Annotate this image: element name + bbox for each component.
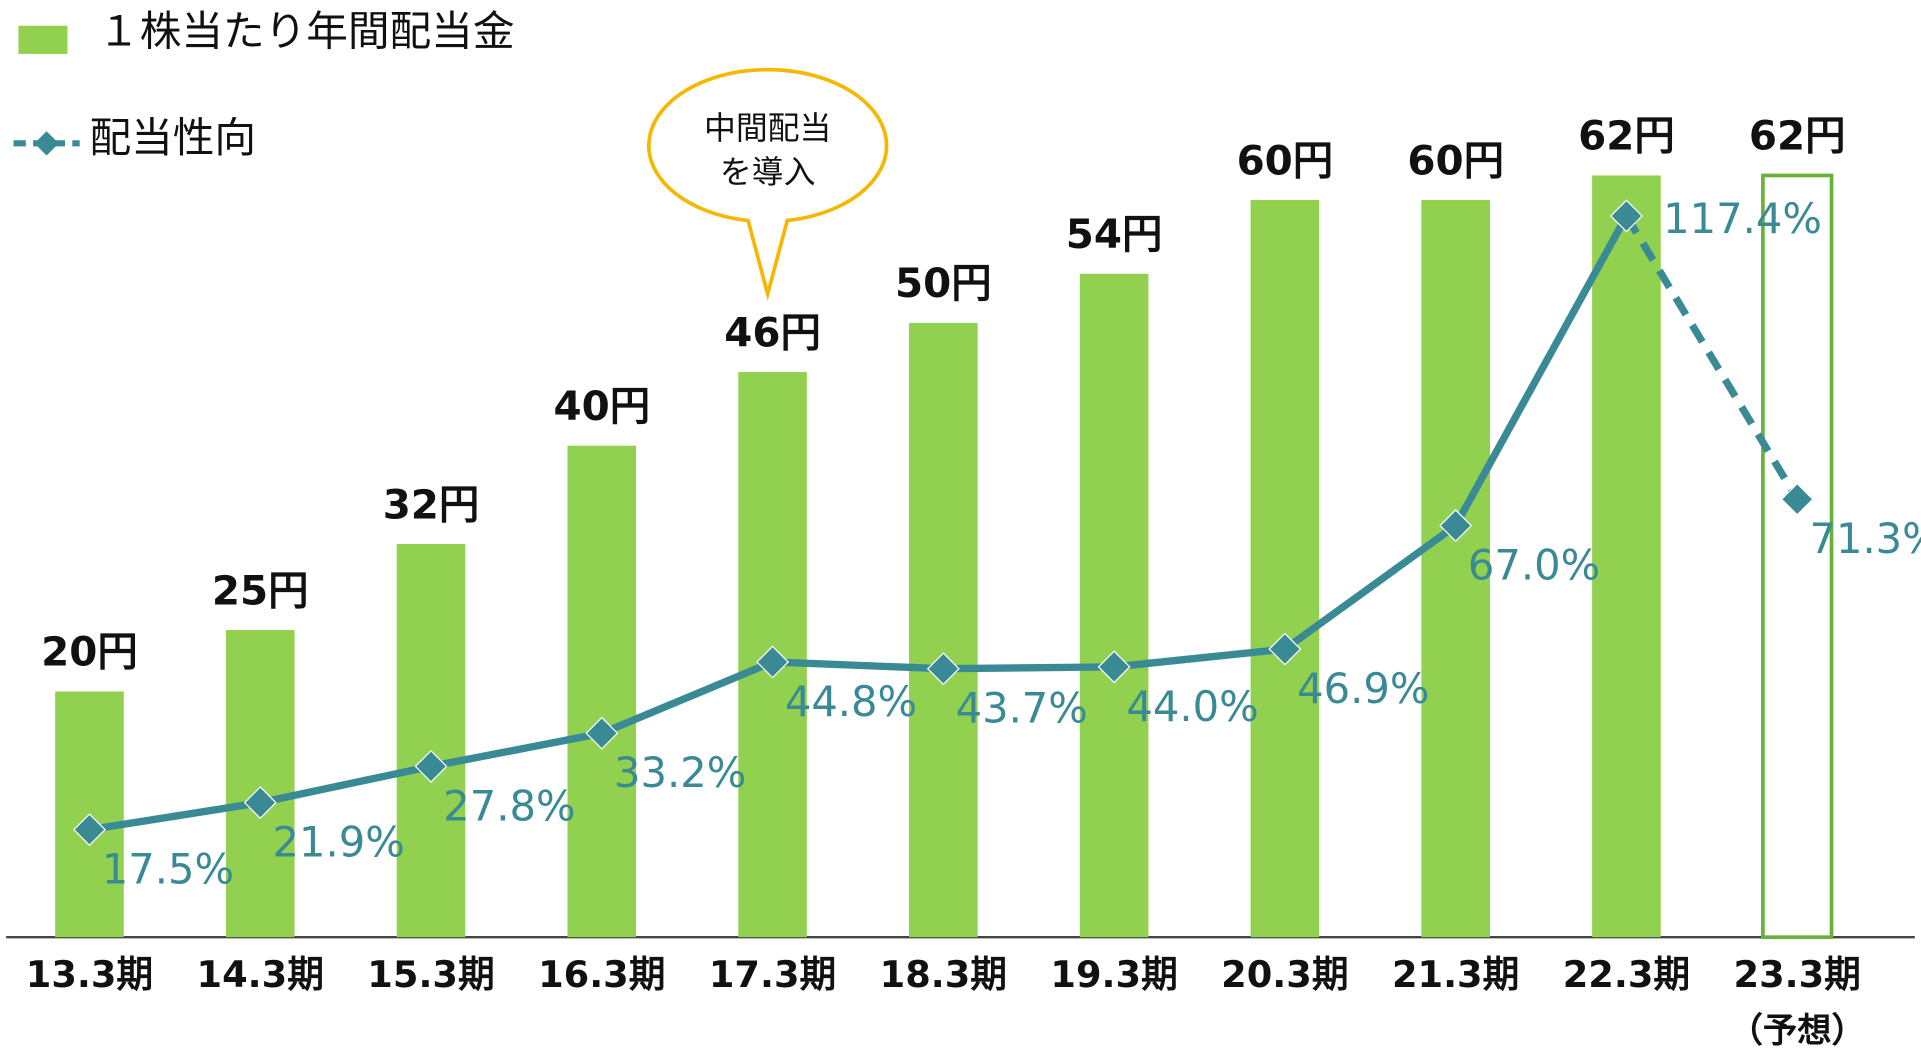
legend-swatch (18, 25, 68, 54)
x-tick-label: 23.3期 (1733, 953, 1860, 996)
bar-value-label: 60円 (1237, 136, 1334, 184)
forecast-line (1623, 214, 1801, 502)
bar (1592, 175, 1661, 938)
bar-value-label: 46円 (724, 308, 821, 356)
line-value-label: 21.9% (273, 818, 405, 867)
bar-value-label: 62円 (1578, 112, 1675, 160)
line-marker (1780, 482, 1814, 516)
x-tick-label: 14.3期 (197, 953, 324, 996)
bar-value-label: 60円 (1407, 136, 1504, 184)
bar (1079, 273, 1149, 938)
line-value-label: 27.8% (443, 781, 575, 830)
line-marker (1097, 650, 1131, 684)
x-tick-label: 21.3期 (1392, 953, 1519, 996)
line-marker (1609, 199, 1643, 233)
line-value-label: 71.3% (1809, 514, 1921, 563)
bar (909, 322, 978, 938)
bar (1421, 200, 1490, 938)
line-marker (243, 786, 277, 820)
bar-value-label: 54円 (1066, 210, 1163, 258)
callout-bubble (647, 67, 889, 302)
bar-value-label: 32円 (383, 480, 480, 528)
bar (225, 630, 295, 938)
line-value-label: 46.9% (1297, 664, 1429, 713)
line-value-label: 43.7% (956, 684, 1088, 733)
line-value-label: 44.8% (785, 677, 917, 726)
x-tick-label: 13.3期 (26, 953, 153, 996)
bar (396, 544, 466, 938)
bar-value-label: 40円 (553, 382, 650, 430)
x-tick-note: （予想） (1729, 1011, 1866, 1051)
line-value-label: 117.4% (1663, 194, 1822, 243)
line-marker (1268, 632, 1302, 666)
x-tick-label: 16.3期 (538, 953, 665, 996)
bar-value-label: 62円 (1749, 112, 1846, 160)
legend-label: １株当たり年間配当金 (98, 6, 514, 55)
line-value-label: 67.0% (1468, 540, 1600, 589)
line-marker (1439, 509, 1473, 543)
x-tick-label: 20.3期 (1221, 953, 1348, 996)
bar (567, 445, 637, 938)
line-value-label: 44.0% (1126, 682, 1258, 731)
line-marker (73, 813, 106, 847)
bar (1250, 200, 1320, 938)
bar-value-label: 20円 (41, 628, 138, 676)
callout-text: を導入 (720, 153, 816, 191)
legend-marker (34, 131, 59, 156)
line-marker (414, 749, 448, 783)
line-marker (756, 645, 790, 679)
line-marker (585, 716, 619, 750)
forecast-bar (1761, 173, 1834, 940)
line-value-label: 33.2% (614, 748, 746, 797)
line-marker (926, 652, 960, 686)
x-tick-label: 17.3期 (709, 953, 836, 996)
legend-label: 配当性向 (89, 113, 256, 162)
bar-value-label: 25円 (212, 566, 309, 614)
x-tick-label: 22.3期 (1563, 953, 1690, 996)
line (88, 214, 1630, 834)
bar-value-label: 50円 (895, 259, 992, 307)
x-tick-label: 18.3期 (880, 953, 1007, 996)
callout-text: 中間配当 (704, 109, 831, 147)
x-tick-label: 19.3期 (1050, 953, 1177, 996)
line-value-label: 17.5% (102, 845, 234, 894)
x-tick-label: 15.3期 (367, 953, 494, 996)
